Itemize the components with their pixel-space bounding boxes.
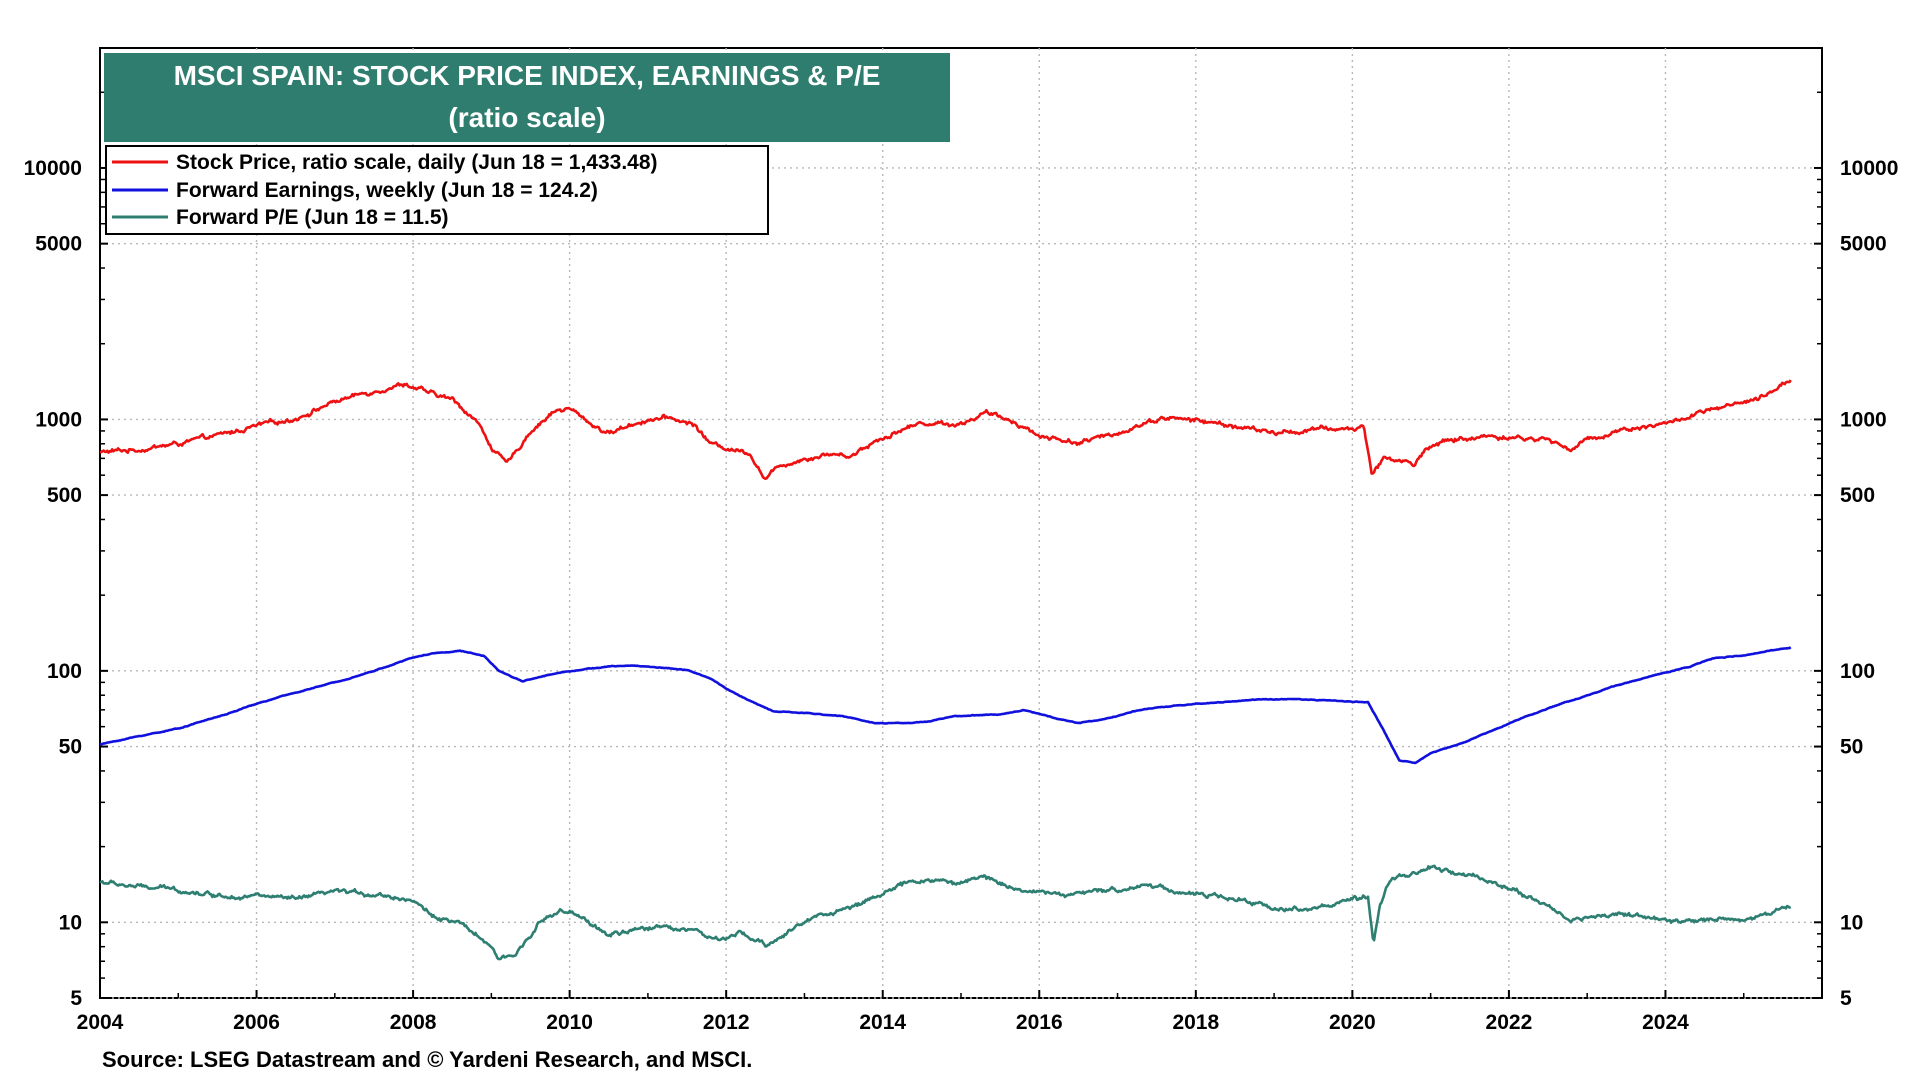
series-group (99, 379, 1792, 961)
y-tick-label-right: 10000 (1840, 157, 1898, 180)
x-tick-label: 2018 (1172, 1011, 1219, 1034)
legend-label-stock-price: Stock Price, ratio scale, daily (Jun 18 … (176, 151, 658, 174)
x-tick-label: 2024 (1642, 1011, 1689, 1034)
chart-subtitle: (ratio scale) (448, 102, 605, 133)
y-tick-label-left: 10 (59, 911, 82, 934)
axis-ticks: 5 5 10 10 50 50 100 100 500 500 1000 1000 5000 5000 10… (24, 91, 1898, 1034)
legend-label-forward-pe: Forward P/E (Jun 18 = 11.5) (176, 206, 449, 229)
series-forward-pe-line (99, 864, 1792, 961)
y-tick-label-right: 10 (1840, 911, 1863, 934)
y-tick-label-right: 5000 (1840, 233, 1887, 256)
y-tick-label-left: 5000 (35, 233, 82, 256)
legend-box (105, 145, 769, 235)
series-stock-price-line (99, 379, 1792, 481)
x-tick-label: 2012 (703, 1011, 750, 1034)
x-tick-label: 2014 (859, 1011, 906, 1034)
series-forward-earnings-line (99, 646, 1792, 765)
x-tick-label: 2020 (1329, 1011, 1376, 1034)
y-tick-label-right: 1000 (1840, 408, 1887, 431)
x-tick-label: 2016 (1016, 1011, 1063, 1034)
x-tick-label: 2008 (390, 1011, 437, 1034)
y-tick-label-right: 50 (1840, 736, 1863, 759)
y-tick-label-left: 50 (59, 736, 82, 759)
y-tick-label-right: 5 (1840, 987, 1852, 1010)
x-tick-label: 2006 (233, 1011, 280, 1034)
title-box (104, 53, 950, 142)
legend-label-forward-earnings: Forward Earnings, weekly (Jun 18 = 124.2… (176, 179, 598, 202)
y-tick-label-left: 5 (70, 987, 82, 1010)
x-tick-label: 2010 (546, 1011, 593, 1034)
y-tick-label-left: 500 (47, 484, 82, 507)
x-tick-label: 2004 (77, 1011, 124, 1034)
y-tick-label-right: 500 (1840, 484, 1875, 507)
source-note: Source: LSEG Datastream and © Yardeni Re… (102, 1047, 752, 1072)
grid (100, 48, 1822, 999)
chart-title: MSCI SPAIN: STOCK PRICE INDEX, EARNINGS … (174, 60, 881, 91)
y-tick-label-left: 100 (47, 660, 82, 683)
x-tick-label: 2022 (1486, 1011, 1533, 1034)
y-tick-label-right: 100 (1840, 660, 1875, 683)
y-tick-label-left: 10000 (24, 157, 82, 180)
y-tick-label-left: 1000 (35, 408, 82, 431)
